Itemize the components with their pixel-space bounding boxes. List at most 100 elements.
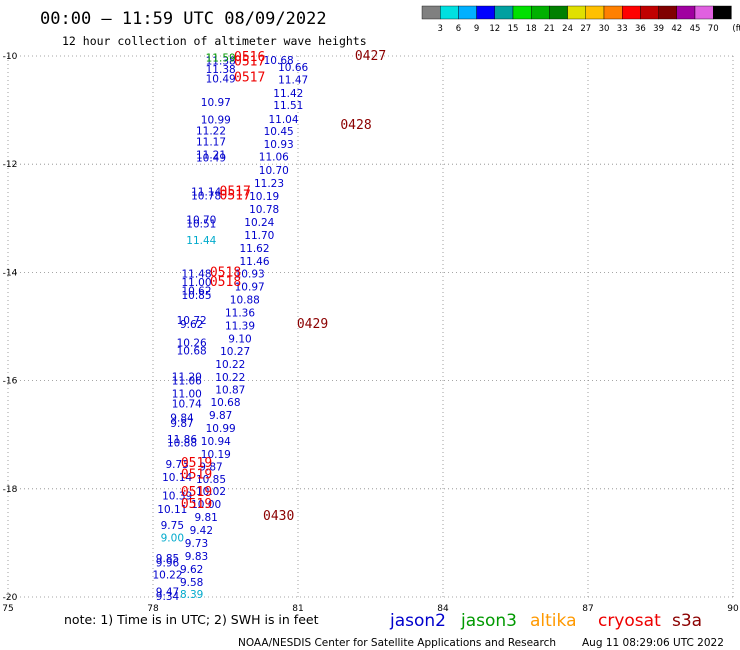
wave-height-label: 10.62 bbox=[181, 285, 211, 297]
legend-bin-label: 3 bbox=[437, 24, 442, 34]
legend-bin-label: 18 bbox=[526, 24, 537, 34]
pass-label: 0519 bbox=[181, 468, 212, 483]
wave-height-label: 10.87 bbox=[215, 384, 245, 396]
legend-bin-label: 24 bbox=[562, 24, 573, 34]
wave-height-label: 10.19 bbox=[201, 449, 231, 461]
legend-swatch bbox=[658, 5, 677, 20]
wave-height-label: 10.74 bbox=[172, 398, 202, 410]
x-tick-label: 78 bbox=[147, 604, 159, 614]
pass-label: 0519 bbox=[181, 485, 212, 500]
legend-swatch bbox=[531, 5, 550, 20]
wave-height-label: 10.68 bbox=[210, 397, 240, 409]
y-tick-label: -20 bbox=[3, 593, 18, 603]
pass-label: 0517 bbox=[234, 54, 265, 69]
satellite-legend-label: s3a bbox=[672, 611, 702, 631]
pass-label: 0518 bbox=[210, 265, 241, 280]
wave-height-label: 9.73 bbox=[185, 538, 208, 550]
legend-swatch bbox=[549, 5, 568, 20]
x-tick-label: 81 bbox=[292, 604, 303, 614]
wave-height-label: 8.39 bbox=[180, 589, 203, 601]
wave-height-label: 11.42 bbox=[273, 88, 303, 100]
legend-bin-label: 9 bbox=[474, 24, 479, 34]
legend-swatch bbox=[421, 5, 441, 20]
pass-label: 0430 bbox=[263, 509, 294, 524]
wave-height-label: 10.97 bbox=[235, 281, 265, 293]
legend-bin-label: 30 bbox=[599, 24, 610, 34]
wave-height-label: 11.62 bbox=[239, 243, 269, 255]
wave-height-label: 11.51 bbox=[273, 100, 303, 112]
legend-swatch bbox=[603, 5, 623, 20]
wave-height-label: 10.97 bbox=[201, 97, 231, 109]
wave-height-label: 10.22 bbox=[215, 372, 245, 384]
pass-label: 0518 bbox=[210, 275, 241, 290]
wave-height-label: 9.85 bbox=[156, 553, 179, 565]
wave-height-label: 9.84 bbox=[170, 412, 194, 424]
wave-height-label: 11.17 bbox=[196, 136, 226, 148]
wave-height-label: 10.49 bbox=[206, 74, 236, 86]
legend-swatch bbox=[567, 5, 586, 20]
pass-label: 0519 bbox=[181, 497, 212, 512]
wave-height-label: 10.72 bbox=[177, 315, 207, 327]
pass-label: 0519 bbox=[181, 456, 212, 471]
y-tick-label: -16 bbox=[3, 377, 18, 387]
pass-label: 0517 bbox=[220, 184, 251, 199]
wave-height-label: 11.86 bbox=[167, 434, 197, 446]
wave-height-label: 10.02 bbox=[196, 486, 226, 498]
x-tick-label: 84 bbox=[437, 604, 449, 614]
y-tick-label: -12 bbox=[3, 160, 18, 170]
satellite-legend-label: jason2 bbox=[389, 611, 446, 631]
wave-height-label: 10.22 bbox=[215, 359, 245, 371]
wave-height-label: 10.66 bbox=[278, 62, 308, 74]
footer: note: 1) Time is in UTC; 2) SWH is in fe… bbox=[64, 611, 724, 649]
wave-height-label: 11.00 bbox=[172, 389, 202, 401]
wave-height-label: 9.62 bbox=[180, 319, 203, 331]
wave-height-label: 9.87 bbox=[209, 410, 232, 422]
wave-height-label: 10.11 bbox=[157, 504, 187, 516]
y-tick-label: -18 bbox=[3, 485, 18, 495]
wave-height-label: 10.93 bbox=[264, 139, 294, 151]
wave-height-label: 9.00 bbox=[161, 532, 184, 544]
wave-height-label: 10.24 bbox=[244, 217, 274, 229]
satellite-legend-label: altika bbox=[530, 611, 577, 631]
wave-height-label: 10.26 bbox=[177, 338, 207, 350]
header: 00:00 – 11:59 UTC 08/09/2022 12 hour col… bbox=[40, 9, 367, 48]
wave-height-label: 11.70 bbox=[244, 230, 274, 242]
wave-height-label: 10.70 bbox=[186, 214, 216, 226]
footer-timestamp: Aug 11 08:29:06 UTC 2022 bbox=[582, 637, 724, 649]
wave-height-label: 9.81 bbox=[194, 512, 217, 524]
wave-height-label: 10.51 bbox=[186, 219, 216, 231]
wave-height-label: 10.85 bbox=[196, 474, 226, 486]
wave-height-label: 11.04 bbox=[268, 114, 298, 126]
y-tick-label: -10 bbox=[3, 52, 18, 62]
legend-swatch bbox=[676, 5, 696, 20]
legend-swatch bbox=[512, 5, 532, 20]
chart-subtitle: 12 hour collection of altimeter wave hei… bbox=[62, 34, 367, 48]
wave-height-label: 9.87 bbox=[170, 418, 193, 430]
legend-bin-label: 36 bbox=[635, 24, 646, 34]
plot-area: 75 78 81 84 87 90-10-12-14-16-18-20 10.6810.6… bbox=[2, 49, 739, 614]
wave-height-label: 9.62 bbox=[180, 564, 203, 576]
wave-height-label: 11.21 bbox=[196, 149, 226, 161]
wave-height-label: 10.14 bbox=[162, 472, 192, 484]
axes: 75 78 81 84 87 90 -10 -12 -14 -16 -18 -20 bbox=[2, 52, 739, 614]
wave-height-label: 11.46 bbox=[239, 256, 269, 268]
footer-note: note: 1) Time is in UTC; 2) SWH is in fe… bbox=[64, 612, 319, 627]
legend-bin-label: 33 bbox=[617, 24, 628, 34]
chart-title: 00:00 – 11:59 UTC 08/09/2022 bbox=[40, 9, 327, 29]
wave-height-label: 11.36 bbox=[225, 307, 255, 319]
wave-height-label: 10.78 bbox=[191, 191, 221, 203]
wave-height-label: 11.14 bbox=[191, 186, 221, 198]
pass-label: 0428 bbox=[340, 118, 371, 133]
legend-bin-label: 45 bbox=[690, 24, 701, 34]
wave-height-label: 10.68 bbox=[177, 345, 207, 357]
footer-credit: NOAA/NESDIS Center for Satellite Applica… bbox=[238, 637, 556, 649]
legend-swatch bbox=[585, 5, 605, 20]
pass-label: 0427 bbox=[355, 49, 386, 64]
wave-height-label: 10.68 bbox=[264, 55, 294, 67]
legend-swatch bbox=[440, 5, 459, 20]
x-tick-label: 75 bbox=[2, 604, 13, 614]
legend-swatch bbox=[494, 5, 514, 20]
wave-height-label: 10.88 bbox=[230, 294, 260, 306]
